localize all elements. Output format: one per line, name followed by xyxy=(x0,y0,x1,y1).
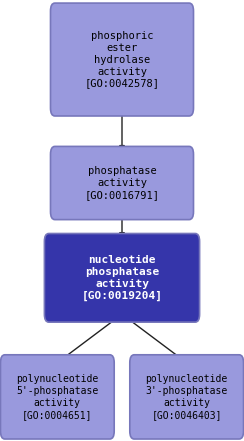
Text: polynucleotide
3'-phosphatase
activity
[GO:0046403]: polynucleotide 3'-phosphatase activity [… xyxy=(145,374,228,420)
FancyBboxPatch shape xyxy=(51,3,193,116)
Text: nucleotide
phosphatase
activity
[GO:0019204]: nucleotide phosphatase activity [GO:0019… xyxy=(81,255,163,301)
Text: phosphoric
ester
hydrolase
activity
[GO:0042578]: phosphoric ester hydrolase activity [GO:… xyxy=(84,30,160,89)
FancyBboxPatch shape xyxy=(44,234,200,322)
FancyBboxPatch shape xyxy=(130,355,244,439)
Text: phosphatase
activity
[GO:0016791]: phosphatase activity [GO:0016791] xyxy=(84,166,160,200)
FancyBboxPatch shape xyxy=(51,146,193,220)
FancyBboxPatch shape xyxy=(0,355,114,439)
Text: polynucleotide
5'-phosphatase
activity
[GO:0004651]: polynucleotide 5'-phosphatase activity [… xyxy=(16,374,99,420)
